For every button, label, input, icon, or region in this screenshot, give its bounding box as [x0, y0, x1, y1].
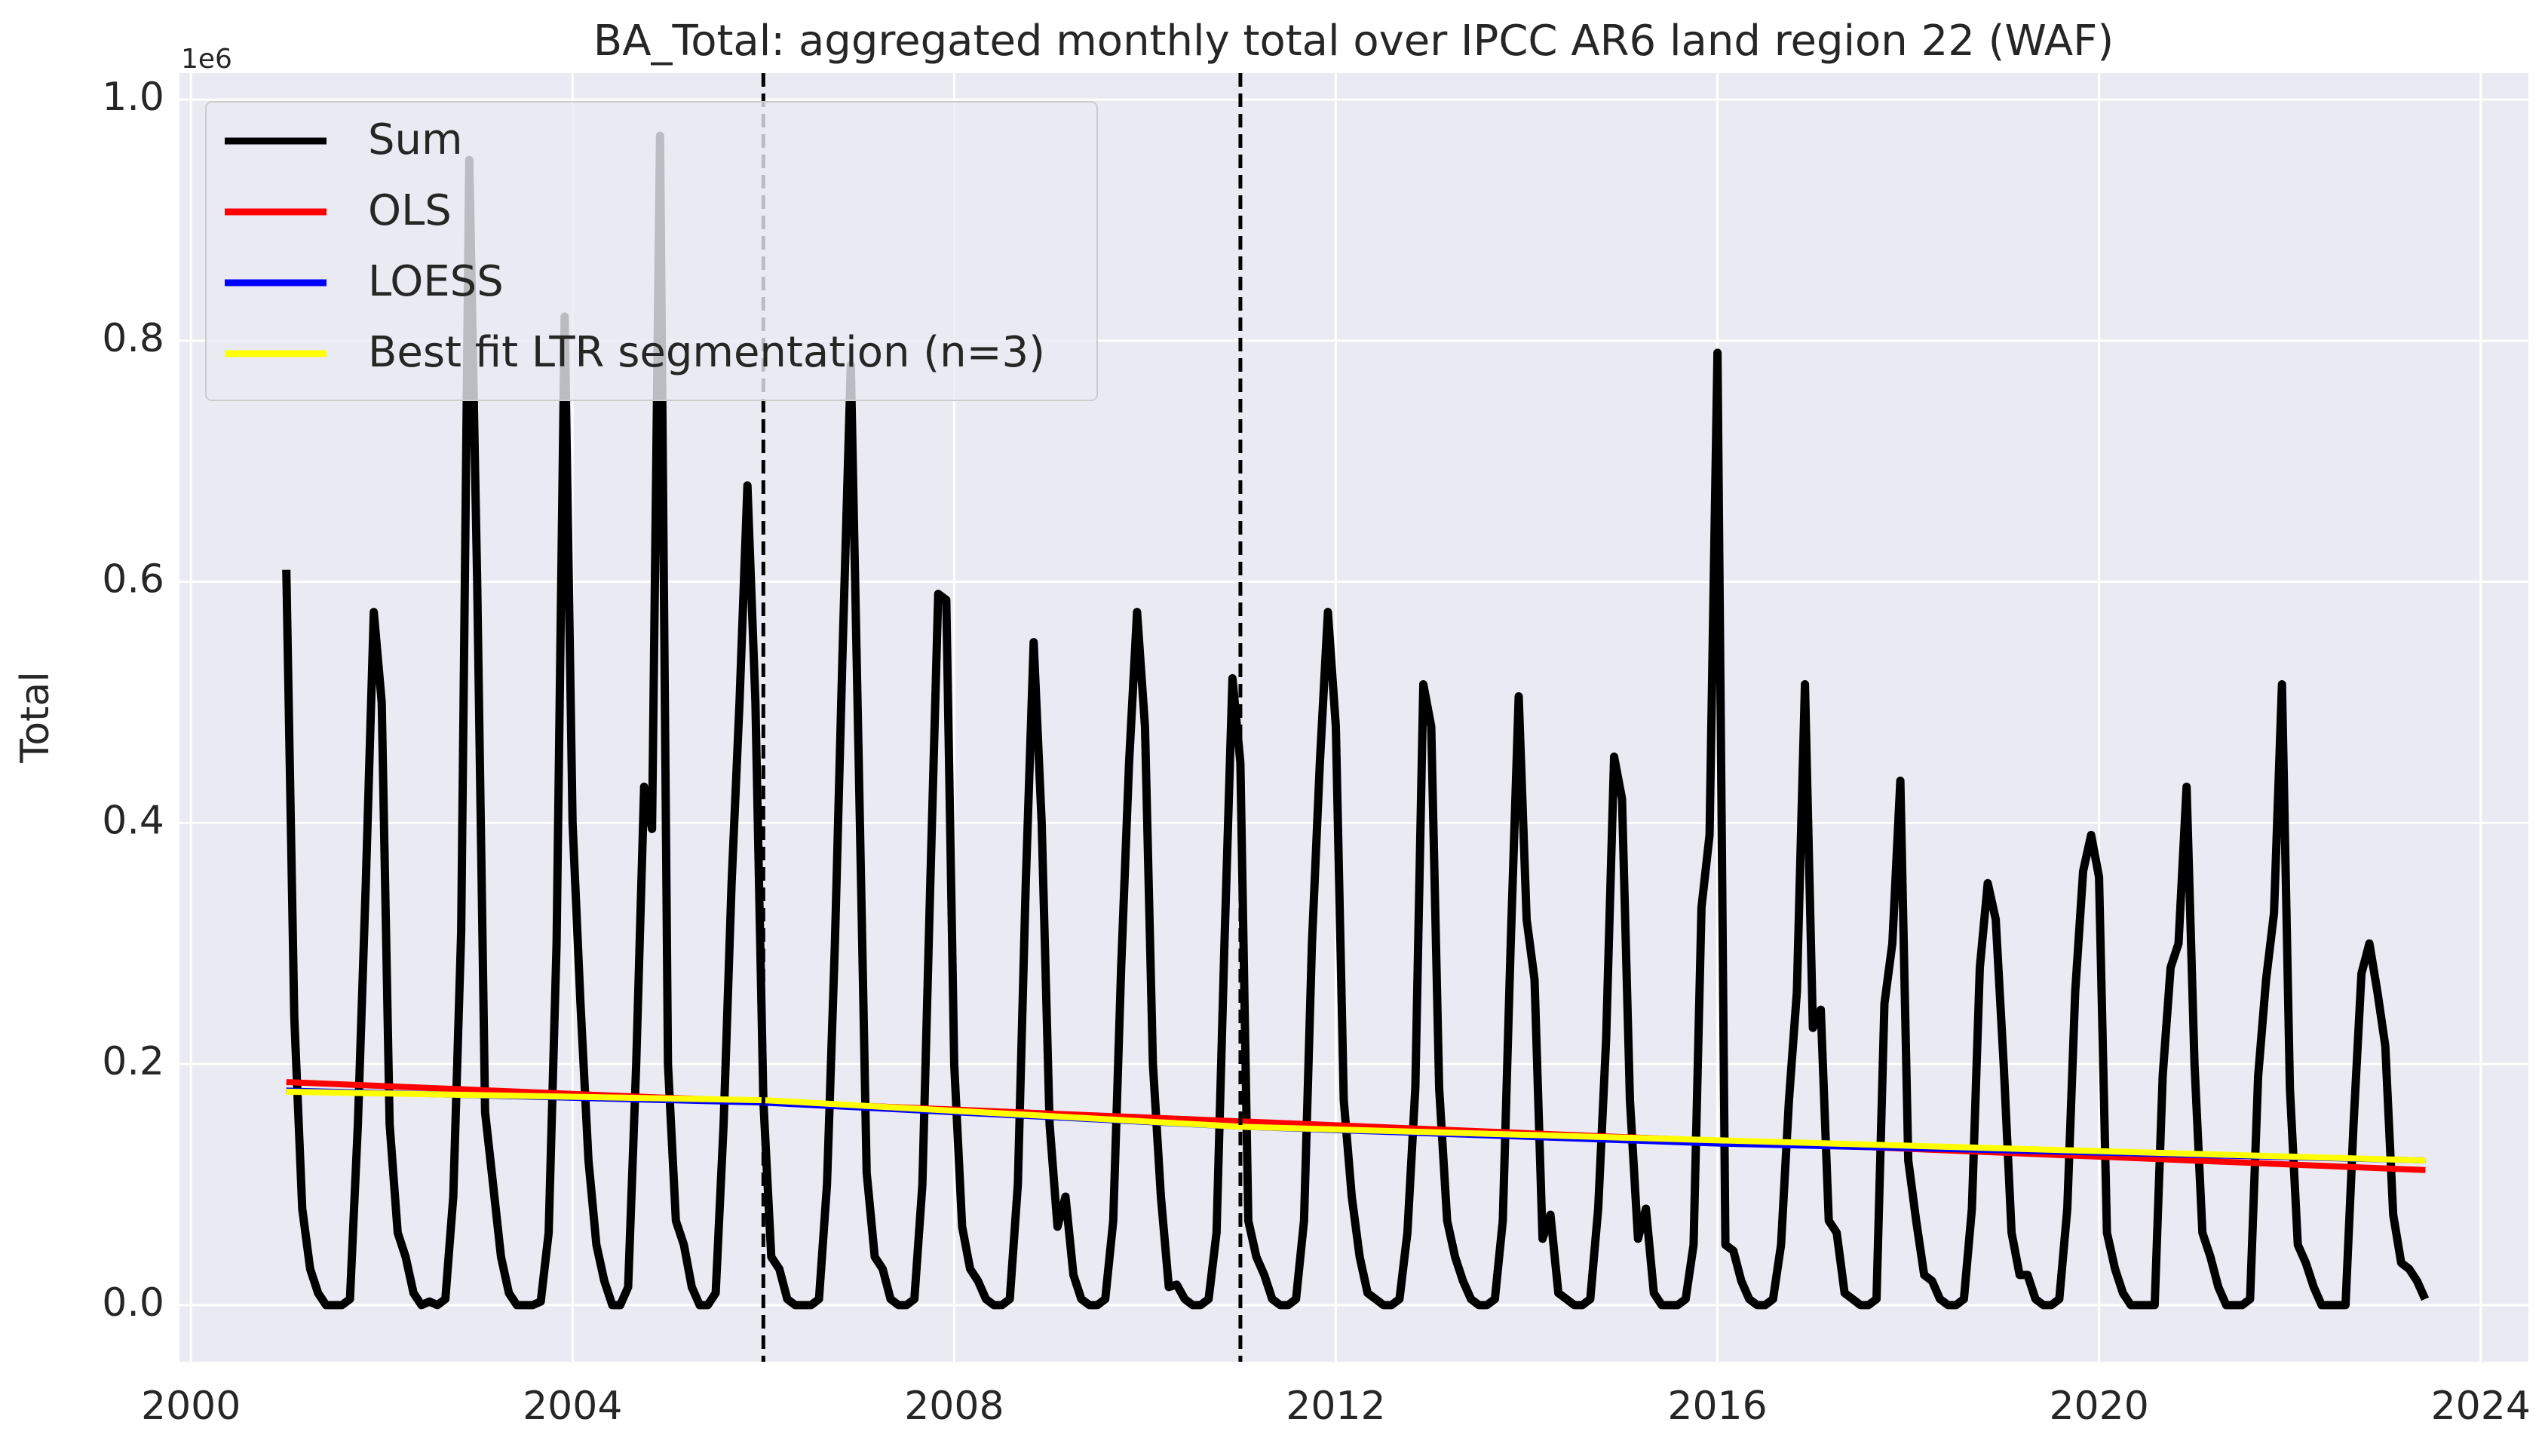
y-tick-label: 0.4: [102, 798, 164, 843]
x-tick-label: 2012: [1286, 1384, 1385, 1429]
chart-title: BA_Total: aggregated monthly total over …: [593, 17, 2114, 66]
series-line: [282, 131, 2430, 1310]
y-tick-label: 0.2: [102, 1039, 164, 1084]
legend-label: Best fit LTR segmentation (n=3): [368, 328, 1045, 377]
y-tick-label: 1.0: [102, 75, 164, 120]
x-tick-label: 2004: [523, 1384, 622, 1429]
y-axis-label: Total: [13, 671, 58, 763]
x-tick-label: 2008: [904, 1384, 1004, 1429]
x-tick-label: 2020: [2049, 1384, 2148, 1429]
x-tick-label: 2000: [141, 1384, 241, 1429]
legend-box: [205, 101, 1098, 401]
x-tick-label: 2016: [1667, 1384, 1767, 1429]
legend-label: Sum: [368, 115, 463, 164]
series-line: [286, 1088, 2426, 1163]
y-tick-label: 0.0: [102, 1280, 164, 1326]
y-offset-label: 1e6: [181, 44, 232, 75]
y-tick-label: 0.8: [102, 316, 164, 361]
legend-label: LOESS: [368, 257, 504, 306]
x-tick-label: 2024: [2431, 1384, 2531, 1429]
y-tick-label: 0.6: [102, 557, 164, 602]
legend: Sum OLS LOESS Best fit LTR segmentation (n=…: [205, 101, 1098, 401]
legend-label: OLS: [368, 186, 452, 235]
